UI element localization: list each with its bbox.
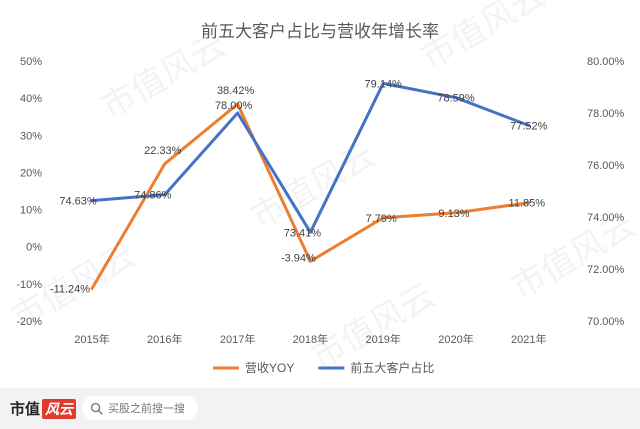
data-label: 79.14% bbox=[365, 78, 403, 90]
data-label: 78.59% bbox=[437, 93, 475, 105]
data-label: 77.52% bbox=[510, 120, 548, 132]
data-label: 11.85% bbox=[509, 198, 546, 210]
data-label: 22.33% bbox=[144, 145, 182, 157]
right-axis: 70.00% 72.00% 74.00% 76.00% 78.00% 80.00% bbox=[587, 56, 625, 328]
search-icon bbox=[90, 402, 103, 415]
left-axis-tick: 30% bbox=[20, 130, 42, 142]
legend-label-0: 营收YOY bbox=[245, 361, 294, 375]
x-axis-tick: 2018年 bbox=[293, 332, 328, 346]
data-label: 74.63% bbox=[59, 196, 97, 208]
series-line-1 bbox=[90, 81, 531, 234]
watermark-layer: 市值风云市值风云市值风云市值风云市值风云市值风云 bbox=[5, 0, 640, 378]
data-labels: -11.24% 22.33% 38.42% -3.94% 7.79% 9.13% 11.85… bbox=[50, 78, 548, 295]
data-label: 78.00% bbox=[215, 100, 253, 112]
brand-accent: 风云 bbox=[42, 399, 77, 419]
right-axis-tick: 76.00% bbox=[587, 160, 625, 172]
right-axis-tick: 70.00% bbox=[587, 316, 625, 328]
right-axis-tick: 78.00% bbox=[587, 108, 625, 120]
legend-label-1: 前五大客户占比 bbox=[350, 360, 434, 375]
left-axis-tick: 20% bbox=[20, 167, 42, 179]
data-label: 7.79% bbox=[366, 213, 397, 225]
data-label: -3.94% bbox=[281, 252, 316, 264]
data-label: -11.24% bbox=[50, 283, 90, 295]
left-axis: -20% -10% 0% 10% 20% 30% 40% 50% bbox=[16, 56, 42, 328]
left-axis-tick: 0% bbox=[26, 242, 42, 254]
left-axis-tick: 40% bbox=[20, 93, 42, 105]
chart-title: 前五大客户占比与营收年增长率 bbox=[201, 22, 439, 41]
left-axis-tick: -10% bbox=[16, 279, 42, 291]
x-axis: 2015年 2016年 2017年 2018年 2019年 2020年 2021年 bbox=[74, 332, 546, 346]
right-axis-tick: 74.00% bbox=[587, 212, 625, 224]
x-axis-tick: 2021年 bbox=[511, 332, 546, 346]
data-label: 73.41% bbox=[284, 227, 322, 239]
data-label: 9.13% bbox=[438, 208, 469, 220]
chart-card: 市值风云市值风云市值风云市值风云市值风云市值风云 前五大客户占比与营收年增长率 … bbox=[0, 0, 640, 388]
left-axis-tick: 10% bbox=[20, 205, 42, 217]
data-label: 38.42% bbox=[217, 85, 255, 97]
x-axis-tick: 2020年 bbox=[438, 332, 473, 346]
search-placeholder: 买股之前搜一搜 bbox=[108, 402, 185, 415]
search-box[interactable]: 买股之前搜一搜 bbox=[82, 396, 198, 420]
brand-logo: 市值 风云 bbox=[10, 398, 77, 419]
right-axis-tick: 72.00% bbox=[587, 264, 625, 276]
series-layer bbox=[90, 81, 531, 290]
x-axis-tick: 2019年 bbox=[365, 332, 400, 346]
footer: 市值 风云 买股之前搜一搜 bbox=[0, 388, 640, 429]
x-axis-tick: 2017年 bbox=[220, 332, 255, 346]
right-axis-tick: 80.00% bbox=[587, 56, 625, 68]
left-axis-tick: -20% bbox=[16, 316, 42, 328]
x-axis-tick: 2016年 bbox=[147, 332, 182, 346]
brand-main: 市值 bbox=[10, 400, 41, 418]
left-axis-tick: 50% bbox=[20, 56, 42, 68]
data-label: 74.86% bbox=[134, 190, 172, 202]
x-axis-tick: 2015年 bbox=[74, 332, 109, 346]
chart: 市值风云市值风云市值风云市值风云市值风云市值风云 前五大客户占比与营收年增长率 … bbox=[5, 0, 640, 378]
legend: 营收YOY 前五大客户占比 bbox=[213, 360, 434, 375]
